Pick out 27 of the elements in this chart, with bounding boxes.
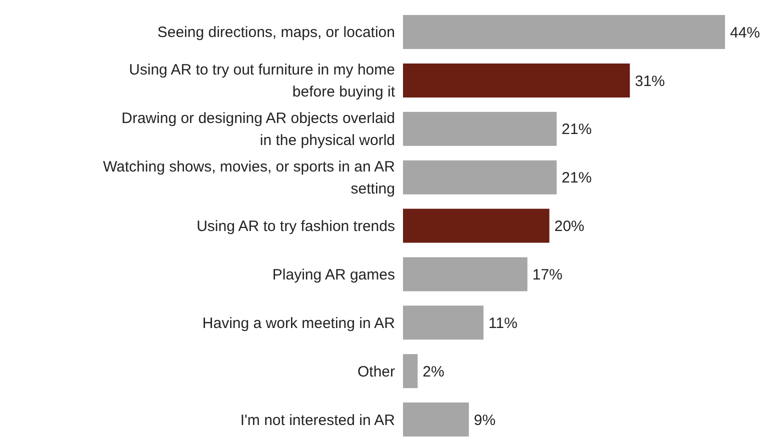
- data-label: 21%: [562, 170, 592, 187]
- y-tick-label: Using AR to try out furniture in my home before buying it: [129, 61, 396, 100]
- bar: [403, 257, 528, 292]
- data-label: 20%: [554, 218, 584, 236]
- y-tick-label: Playing AR games: [272, 266, 395, 283]
- bar: [403, 112, 557, 146]
- bar: [403, 354, 418, 388]
- data-label: 31%: [634, 72, 665, 90]
- data-label: 44%: [730, 24, 760, 42]
- y-tick-label: Seeing directions, maps, or location: [157, 24, 395, 41]
- y-tick-label: Drawing or designing AR objects overlaid in the physical world: [122, 110, 395, 149]
- bar: [403, 63, 630, 98]
- y-tick-label: Using AR to try fashion trends: [196, 218, 395, 234]
- bar: [403, 208, 550, 243]
- data-label: 9%: [474, 412, 496, 429]
- y-tick-label: Watching shows, movies, or sports in an AR setting: [102, 158, 396, 198]
- data-label: 11%: [488, 314, 518, 332]
- bar: [403, 160, 557, 194]
- data-label: 17%: [532, 266, 562, 284]
- bar: [403, 306, 484, 340]
- y-tick-label: Other: [357, 362, 396, 380]
- y-tick-label: Having a work meeting in AR: [202, 314, 396, 332]
- bar: [403, 15, 725, 49]
- bar: [403, 402, 469, 437]
- y-tick-label: I'm not interested in AR: [240, 411, 396, 428]
- data-label: 2%: [422, 363, 444, 380]
- data-label: 21%: [562, 121, 592, 138]
